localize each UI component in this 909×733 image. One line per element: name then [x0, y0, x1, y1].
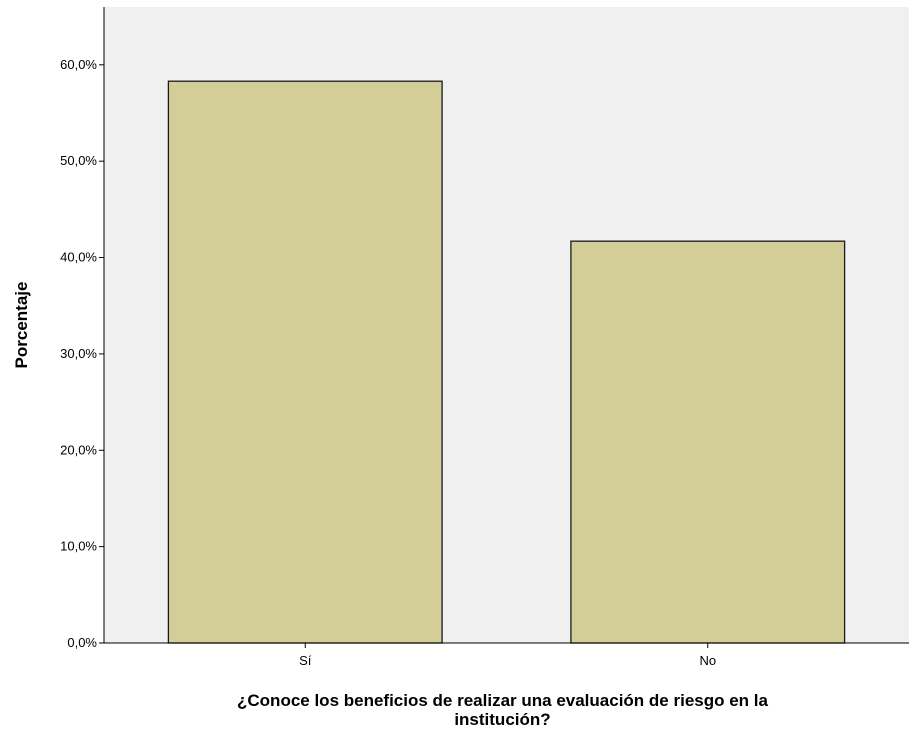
x-tick-label: Sí	[299, 653, 312, 668]
x-ticks-group: Sí No	[299, 643, 716, 668]
bars-group	[167, 80, 846, 644]
y-ticks-group: 0,0% 10,0% 20,0% 30,0% 40,0% 50,0% 60,0%	[60, 57, 104, 650]
y-axis-title: Porcentaje	[12, 282, 31, 369]
bar-1	[570, 240, 846, 644]
y-tick-label: 40,0%	[60, 250, 97, 265]
x-axis-title-line-1: ¿Conoce los beneficios de realizar una e…	[237, 691, 768, 710]
y-tick-label: 20,0%	[60, 442, 97, 457]
y-tick-label: 60,0%	[60, 57, 97, 72]
bar-0	[167, 80, 443, 644]
x-axis-title-line-2: institución?	[454, 710, 550, 729]
y-tick-label: 10,0%	[60, 539, 97, 554]
y-tick-label: 50,0%	[60, 153, 97, 168]
y-tick-label: 30,0%	[60, 346, 97, 361]
y-tick-label: 0,0%	[67, 635, 97, 650]
x-tick-label: No	[699, 653, 716, 668]
